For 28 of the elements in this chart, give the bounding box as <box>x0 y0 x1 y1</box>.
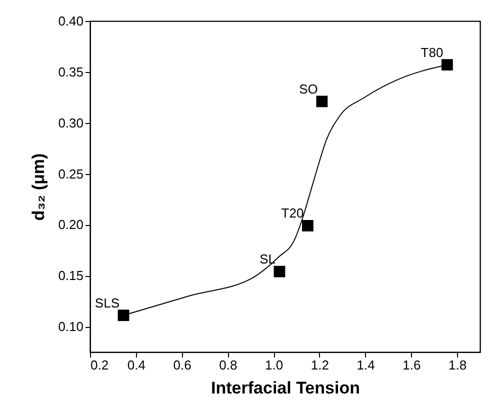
point <box>316 96 328 108</box>
x-axis-title: Interfacial Tension <box>211 378 360 398</box>
y-tick-label: 0.20 <box>58 217 84 232</box>
y-tick-label: 0.35 <box>58 64 84 80</box>
point <box>274 266 286 278</box>
x-tick-label: 1.2 <box>310 358 329 372</box>
annotation: SLS <box>94 295 120 310</box>
annotation: T80 <box>420 44 444 60</box>
x-tick-label: 0.6 <box>173 358 192 372</box>
point <box>441 59 453 70</box>
y-tick-label: 0.30 <box>58 115 84 130</box>
y-tick-label: 0.15 <box>58 268 84 284</box>
x-tick-label: 1.6 <box>402 358 421 372</box>
x-tick-label: 0.2 <box>90 358 109 372</box>
annotation: T20 <box>281 206 304 221</box>
y-tick-label: 0.10 <box>58 319 84 334</box>
x-tick-label: 1.4 <box>356 358 375 372</box>
annotation: SL <box>260 252 276 267</box>
point <box>302 220 314 232</box>
x-tick-label: 1.8 <box>448 358 467 372</box>
y-axis-title: d₃₂ (μm) <box>29 153 48 221</box>
point <box>118 310 130 322</box>
x-tick-label: 0.4 <box>127 358 146 372</box>
annotation: SO <box>299 81 318 96</box>
y-tick-label: 0.40 <box>58 14 84 28</box>
x-tick-label: 0.8 <box>219 358 238 372</box>
x-tick-label: 1.0 <box>264 358 284 372</box>
y-tick-label: 0.25 <box>58 166 84 182</box>
